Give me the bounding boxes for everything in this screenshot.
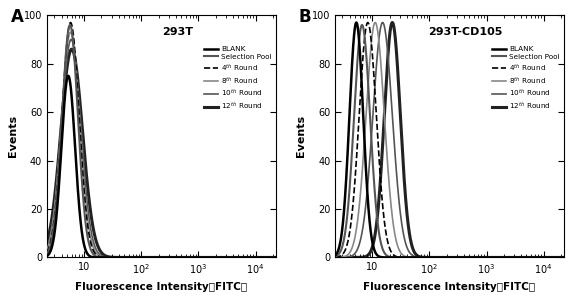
Text: A: A [10,8,23,26]
X-axis label: Fluorescence Intensity（FITC）: Fluorescence Intensity（FITC） [363,282,535,292]
Legend: BLANK, Selection Pool, 4$^{th}$ Round, 8$^{th}$ Round, 10$^{th}$ Round, 12$^{th}: BLANK, Selection Pool, 4$^{th}$ Round, 8… [488,43,562,114]
Y-axis label: Events: Events [296,115,307,158]
Text: 293T: 293T [162,27,193,38]
Text: B: B [299,8,311,26]
Text: 293T-CD105: 293T-CD105 [428,27,503,38]
X-axis label: Fluorescence Intensity（FITC）: Fluorescence Intensity（FITC） [76,282,248,292]
Legend: BLANK, Selection Pool, 4$^{th}$ Round, 8$^{th}$ Round, 10$^{th}$ Round, 12$^{th}: BLANK, Selection Pool, 4$^{th}$ Round, 8… [201,43,274,114]
Y-axis label: Events: Events [9,115,18,158]
